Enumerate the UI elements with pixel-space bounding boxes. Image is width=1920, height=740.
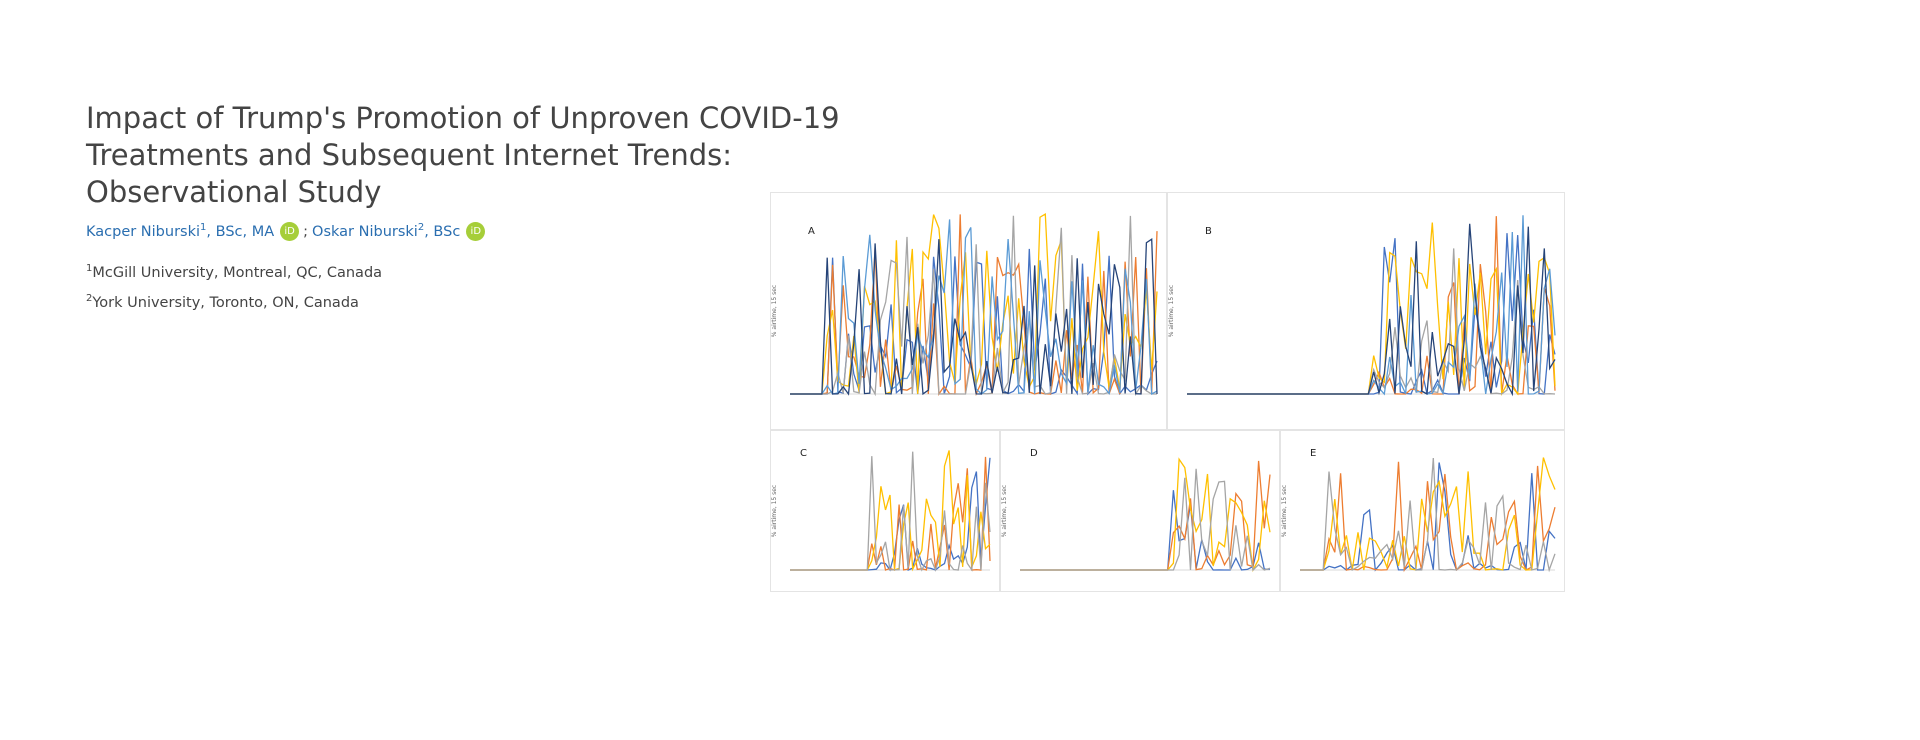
- orcid-icon[interactable]: iD: [280, 222, 300, 242]
- y-axis-label: % airtime, 15 sec: [771, 485, 778, 537]
- paper-title: Impact of Trump's Promotion of Unproven …: [86, 101, 840, 209]
- figure-line: [790, 238, 1158, 396]
- figure-line: [790, 451, 991, 572]
- figure-line: [790, 219, 1158, 396]
- figure-line: [1300, 461, 1556, 573]
- y-axis-label: % airtime, 15 sec: [1001, 485, 1008, 537]
- affiliation: 1McGill University, Montreal, QC, Canada: [86, 263, 382, 281]
- figure: A % airtime, 15 sec B % airtime, 15 sec C % a…: [770, 192, 1565, 592]
- author-name[interactable]: Kacper Niburski: [86, 223, 201, 240]
- author-list: Kacper Niburski1, BSc, MA iD; Oskar Niburs…: [86, 222, 489, 242]
- y-axis-label: % airtime, 15 sec: [1168, 285, 1175, 337]
- panel-label: D: [1030, 448, 1038, 459]
- aff-text: McGill University, Montreal, QC, Canada: [92, 264, 383, 281]
- aff-sup: 1: [86, 263, 93, 274]
- author-sup: 2: [417, 222, 425, 233]
- figure-line: [1300, 457, 1556, 573]
- affiliation: 2York University, Toronto, ON, Canada: [86, 293, 359, 311]
- figure-line: [1020, 468, 1271, 572]
- panel-frame: [1000, 430, 1280, 592]
- panel-label: B: [1205, 226, 1212, 237]
- aff-text: York University, Toronto, ON, Canada: [92, 294, 359, 311]
- author-name[interactable]: Oskar Niburski: [312, 223, 418, 240]
- aff-sup: 2: [86, 293, 93, 304]
- author-degrees: , BSc: [424, 223, 461, 240]
- panel-label: C: [800, 448, 807, 459]
- separator: ;: [303, 223, 309, 240]
- y-axis-label: % airtime, 15 sec: [771, 285, 778, 337]
- author-sup: 1: [200, 222, 207, 233]
- panel-label: E: [1310, 448, 1316, 459]
- y-axis-label: % airtime, 15 sec: [1281, 485, 1288, 537]
- author-degrees: , BSc, MA: [206, 223, 275, 240]
- figure-line: [1187, 223, 1556, 397]
- panel-label: A: [808, 226, 815, 237]
- orcid-icon[interactable]: iD: [466, 222, 486, 242]
